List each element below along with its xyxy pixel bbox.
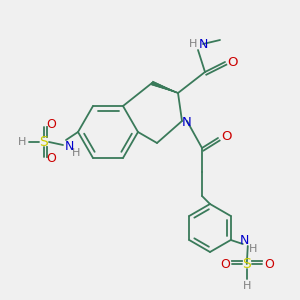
Text: H: H — [18, 137, 26, 147]
Text: H: H — [249, 244, 257, 254]
Text: O: O — [264, 257, 274, 271]
Text: O: O — [220, 257, 230, 271]
Text: O: O — [221, 130, 231, 143]
Text: O: O — [227, 56, 237, 68]
Text: N: N — [198, 38, 208, 50]
Text: H: H — [72, 148, 80, 158]
Text: N: N — [240, 235, 250, 248]
Text: H: H — [243, 281, 251, 291]
Polygon shape — [151, 81, 178, 93]
Text: O: O — [46, 152, 56, 166]
Text: H: H — [189, 39, 197, 49]
Text: N: N — [182, 116, 192, 130]
Text: S: S — [242, 257, 251, 271]
Text: S: S — [40, 135, 48, 149]
Text: N: N — [64, 140, 74, 154]
Text: O: O — [46, 118, 56, 131]
